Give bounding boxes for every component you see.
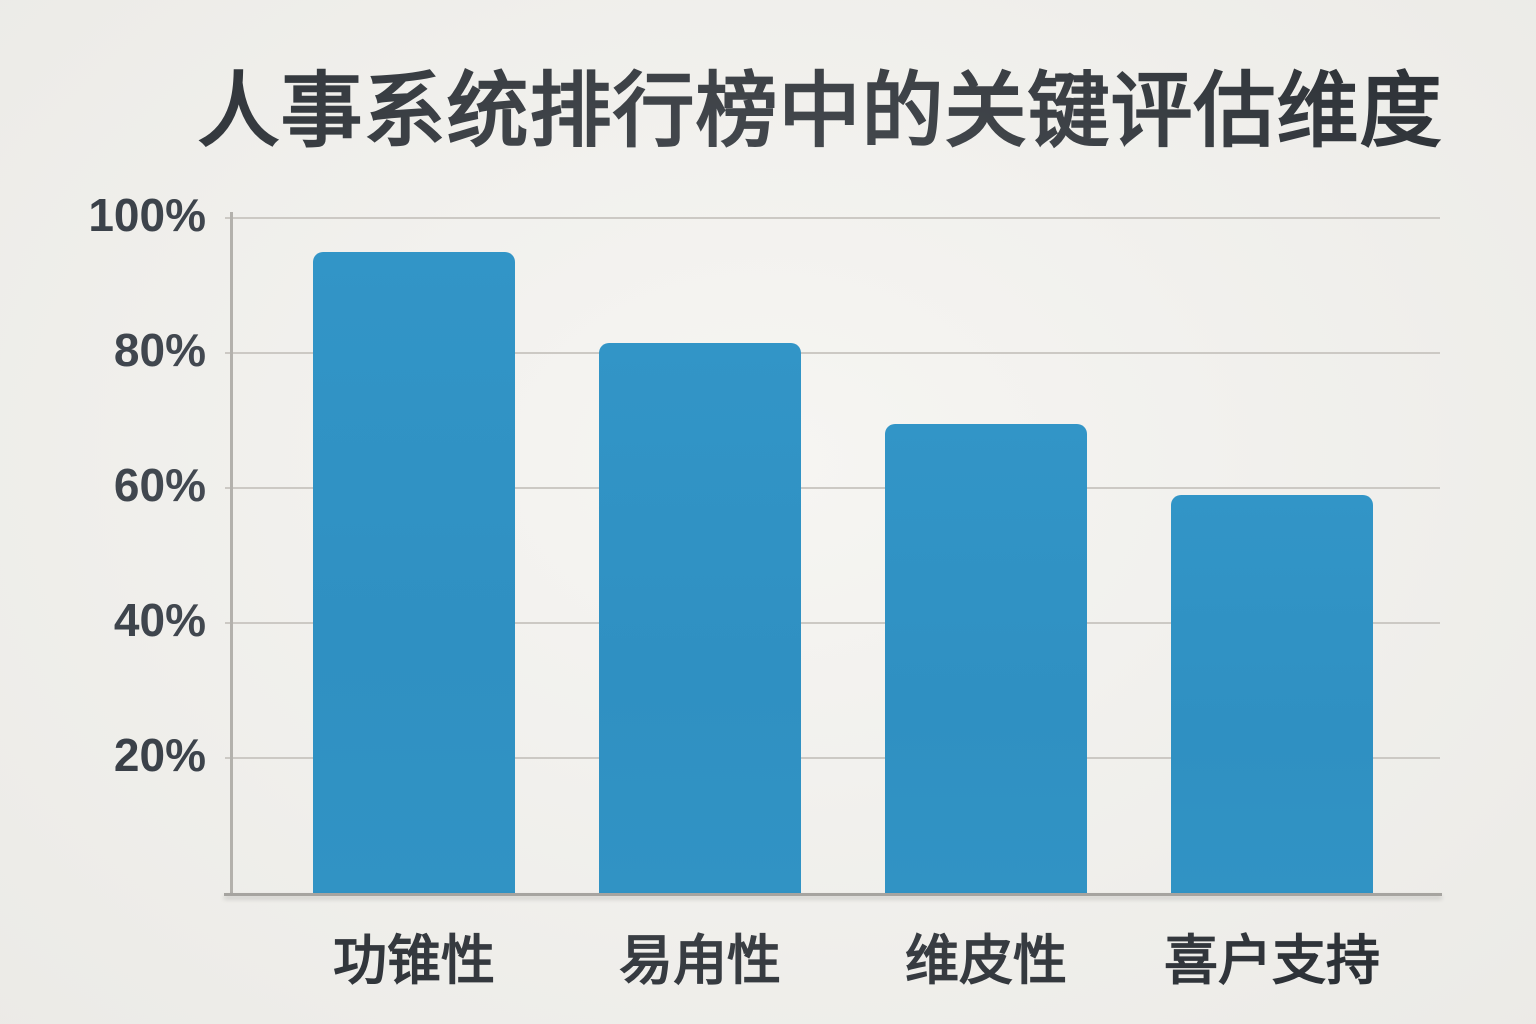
gridline-20 [225,757,1440,759]
gridline-100 [225,217,1440,219]
x-axis-line [224,893,1442,896]
x-category-label: 喜户支持 [1164,931,1380,991]
y-axis-line [230,212,233,896]
x-category-label: 易甪性 [619,931,781,991]
gridline-80 [225,352,1440,354]
x-category-label: 功锥性 [333,931,495,991]
bar-4 [1171,494,1373,893]
y-tick-label: 80% [113,324,206,376]
plot-area [225,217,1440,893]
y-tick-label: 60% [113,459,206,511]
bar-2 [599,342,801,893]
y-tick-label: 100% [88,189,206,241]
y-tick-label: 20% [113,729,206,781]
chart-title: 人事系统排行榜中的关键评估维度 [197,66,1443,157]
gridline-60 [225,487,1440,489]
gridline-40 [225,622,1440,624]
y-tick-label: 40% [113,594,206,646]
bar-3 [885,423,1087,893]
bar-1 [313,251,515,893]
x-category-label: 维皮性 [905,931,1067,991]
